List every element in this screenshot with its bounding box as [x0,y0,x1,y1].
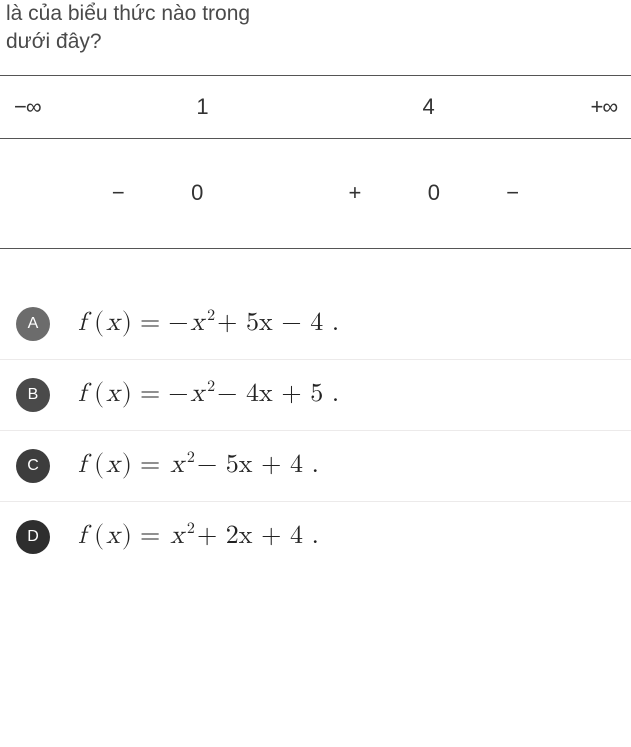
option-b[interactable]: B f(x)= −x2 − 4x + 5 . [0,360,631,431]
sign-3: − [473,180,552,206]
neg-infinity: −∞ [0,94,89,120]
option-badge-d: D [16,520,50,554]
sign-table: −∞ 1 4 +∞ − 0 + 0 − [0,75,631,249]
zero-2: 0 [394,180,473,206]
option-a[interactable]: A f(x)= −x2 + 5x − 4 . [0,289,631,360]
zero-1: 0 [158,180,237,206]
option-badge-a: A [16,307,50,341]
sign-table-header: −∞ 1 4 +∞ [0,76,631,138]
option-formula-c: f(x)= x2 − 5x + 4 . [78,450,319,481]
question-line2: dưới đây? [6,30,102,53]
question-text: là của biểu thức nào trong dưới đây? [0,0,631,75]
option-formula-d: f(x)= x2 + 2x + 4 . [78,521,319,552]
header-val-2: 4 [391,94,466,120]
header-val-1: 1 [165,94,240,120]
option-formula-a: f(x)= −x2 + 5x − 4 . [78,308,339,339]
options-list: A f(x)= −x2 + 5x − 4 . B f(x)= −x2 − 4x … [0,289,631,572]
pos-infinity: +∞ [542,94,631,120]
option-badge-c: C [16,449,50,483]
question-line1: là của biểu thức nào trong [6,2,250,25]
option-d[interactable]: D f(x)= x2 + 2x + 4 . [0,502,631,572]
option-c[interactable]: C f(x)= x2 − 5x + 4 . [0,431,631,502]
option-badge-b: B [16,378,50,412]
sign-1: − [79,180,158,206]
sign-table-body: − 0 + 0 − [0,138,631,248]
sign-2: + [316,180,395,206]
option-formula-b: f(x)= −x2 − 4x + 5 . [78,379,339,410]
